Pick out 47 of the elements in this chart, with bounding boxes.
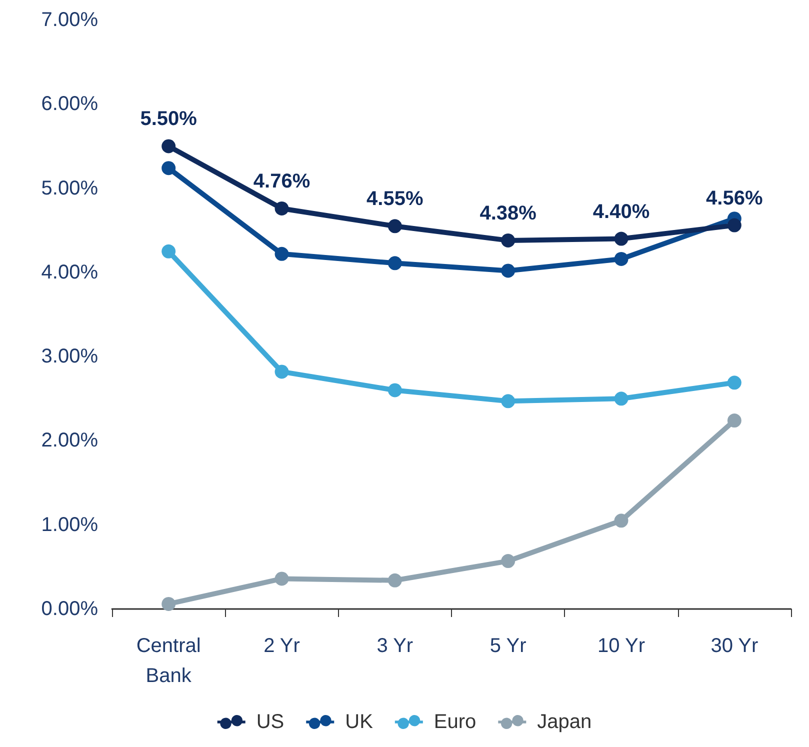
y-tick-label: 6.00% <box>41 93 98 116</box>
legend-label: US <box>256 711 284 733</box>
point <box>614 514 628 528</box>
y-tick-label: 3.00% <box>41 346 98 368</box>
point <box>614 232 628 246</box>
data-label: 4.76% <box>253 170 310 192</box>
data-label: 4.40% <box>592 200 650 223</box>
point <box>388 573 402 588</box>
point <box>501 264 516 278</box>
point <box>274 364 289 379</box>
x-tick-label: Central Bank <box>136 635 201 687</box>
point <box>727 414 742 428</box>
x-tick-label: 10 Yr <box>598 635 646 657</box>
y-tick-label: 1.00% <box>41 514 98 536</box>
point <box>274 572 289 586</box>
y-tick-label: 5.00% <box>41 177 98 200</box>
point <box>274 246 289 261</box>
x-tick-label: 30 Yr <box>710 635 758 657</box>
x-tick-label: 2 Yr <box>264 635 300 657</box>
x-tick-label: 3 Yr <box>376 635 414 657</box>
legend-label: UK <box>345 711 374 733</box>
point <box>727 376 742 390</box>
y-tick-label: 4.00% <box>41 261 98 284</box>
point <box>162 161 176 176</box>
y-tick-label: 7.00% <box>41 9 98 31</box>
y-tick-label: 0.00% <box>41 598 98 620</box>
point <box>274 201 289 216</box>
point <box>501 233 516 248</box>
point <box>501 394 516 408</box>
point <box>162 244 176 258</box>
point <box>388 219 402 234</box>
point <box>162 596 176 611</box>
y-tick-label: 2.00% <box>41 430 98 452</box>
legend-label: Euro <box>434 711 476 733</box>
point <box>388 256 402 270</box>
point <box>727 218 742 232</box>
point <box>388 383 402 398</box>
point <box>614 392 628 406</box>
legend-label: Japan <box>537 711 592 733</box>
x-tick-label: 5 Yr <box>490 635 527 657</box>
point <box>162 139 176 154</box>
data-label: 5.50% <box>140 108 198 130</box>
point <box>614 252 628 266</box>
data-label: 4.55% <box>366 188 424 210</box>
data-label: 4.38% <box>480 202 537 224</box>
data-label: 4.56% <box>706 187 763 210</box>
point <box>501 554 516 568</box>
